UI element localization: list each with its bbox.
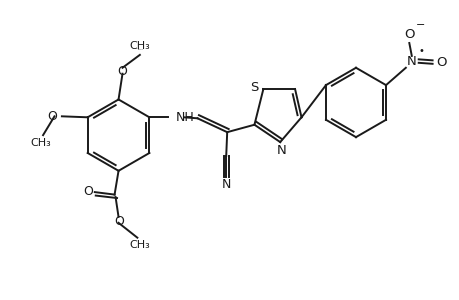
Text: N: N (406, 55, 416, 68)
Text: N: N (276, 144, 285, 157)
Text: •: • (417, 46, 423, 56)
Text: S: S (250, 81, 258, 94)
Text: CH₃: CH₃ (129, 41, 150, 52)
Text: O: O (47, 110, 57, 123)
Text: N: N (221, 178, 230, 191)
Text: −: − (414, 20, 424, 30)
Text: CH₃: CH₃ (30, 138, 51, 148)
Text: methoxy: methoxy (138, 48, 144, 50)
Text: CH₃: CH₃ (129, 240, 150, 250)
Text: O: O (435, 56, 446, 69)
Text: O: O (114, 215, 124, 228)
Text: O: O (83, 185, 93, 198)
Text: O: O (403, 28, 414, 40)
Text: NH: NH (176, 111, 195, 124)
Text: O: O (118, 65, 127, 78)
